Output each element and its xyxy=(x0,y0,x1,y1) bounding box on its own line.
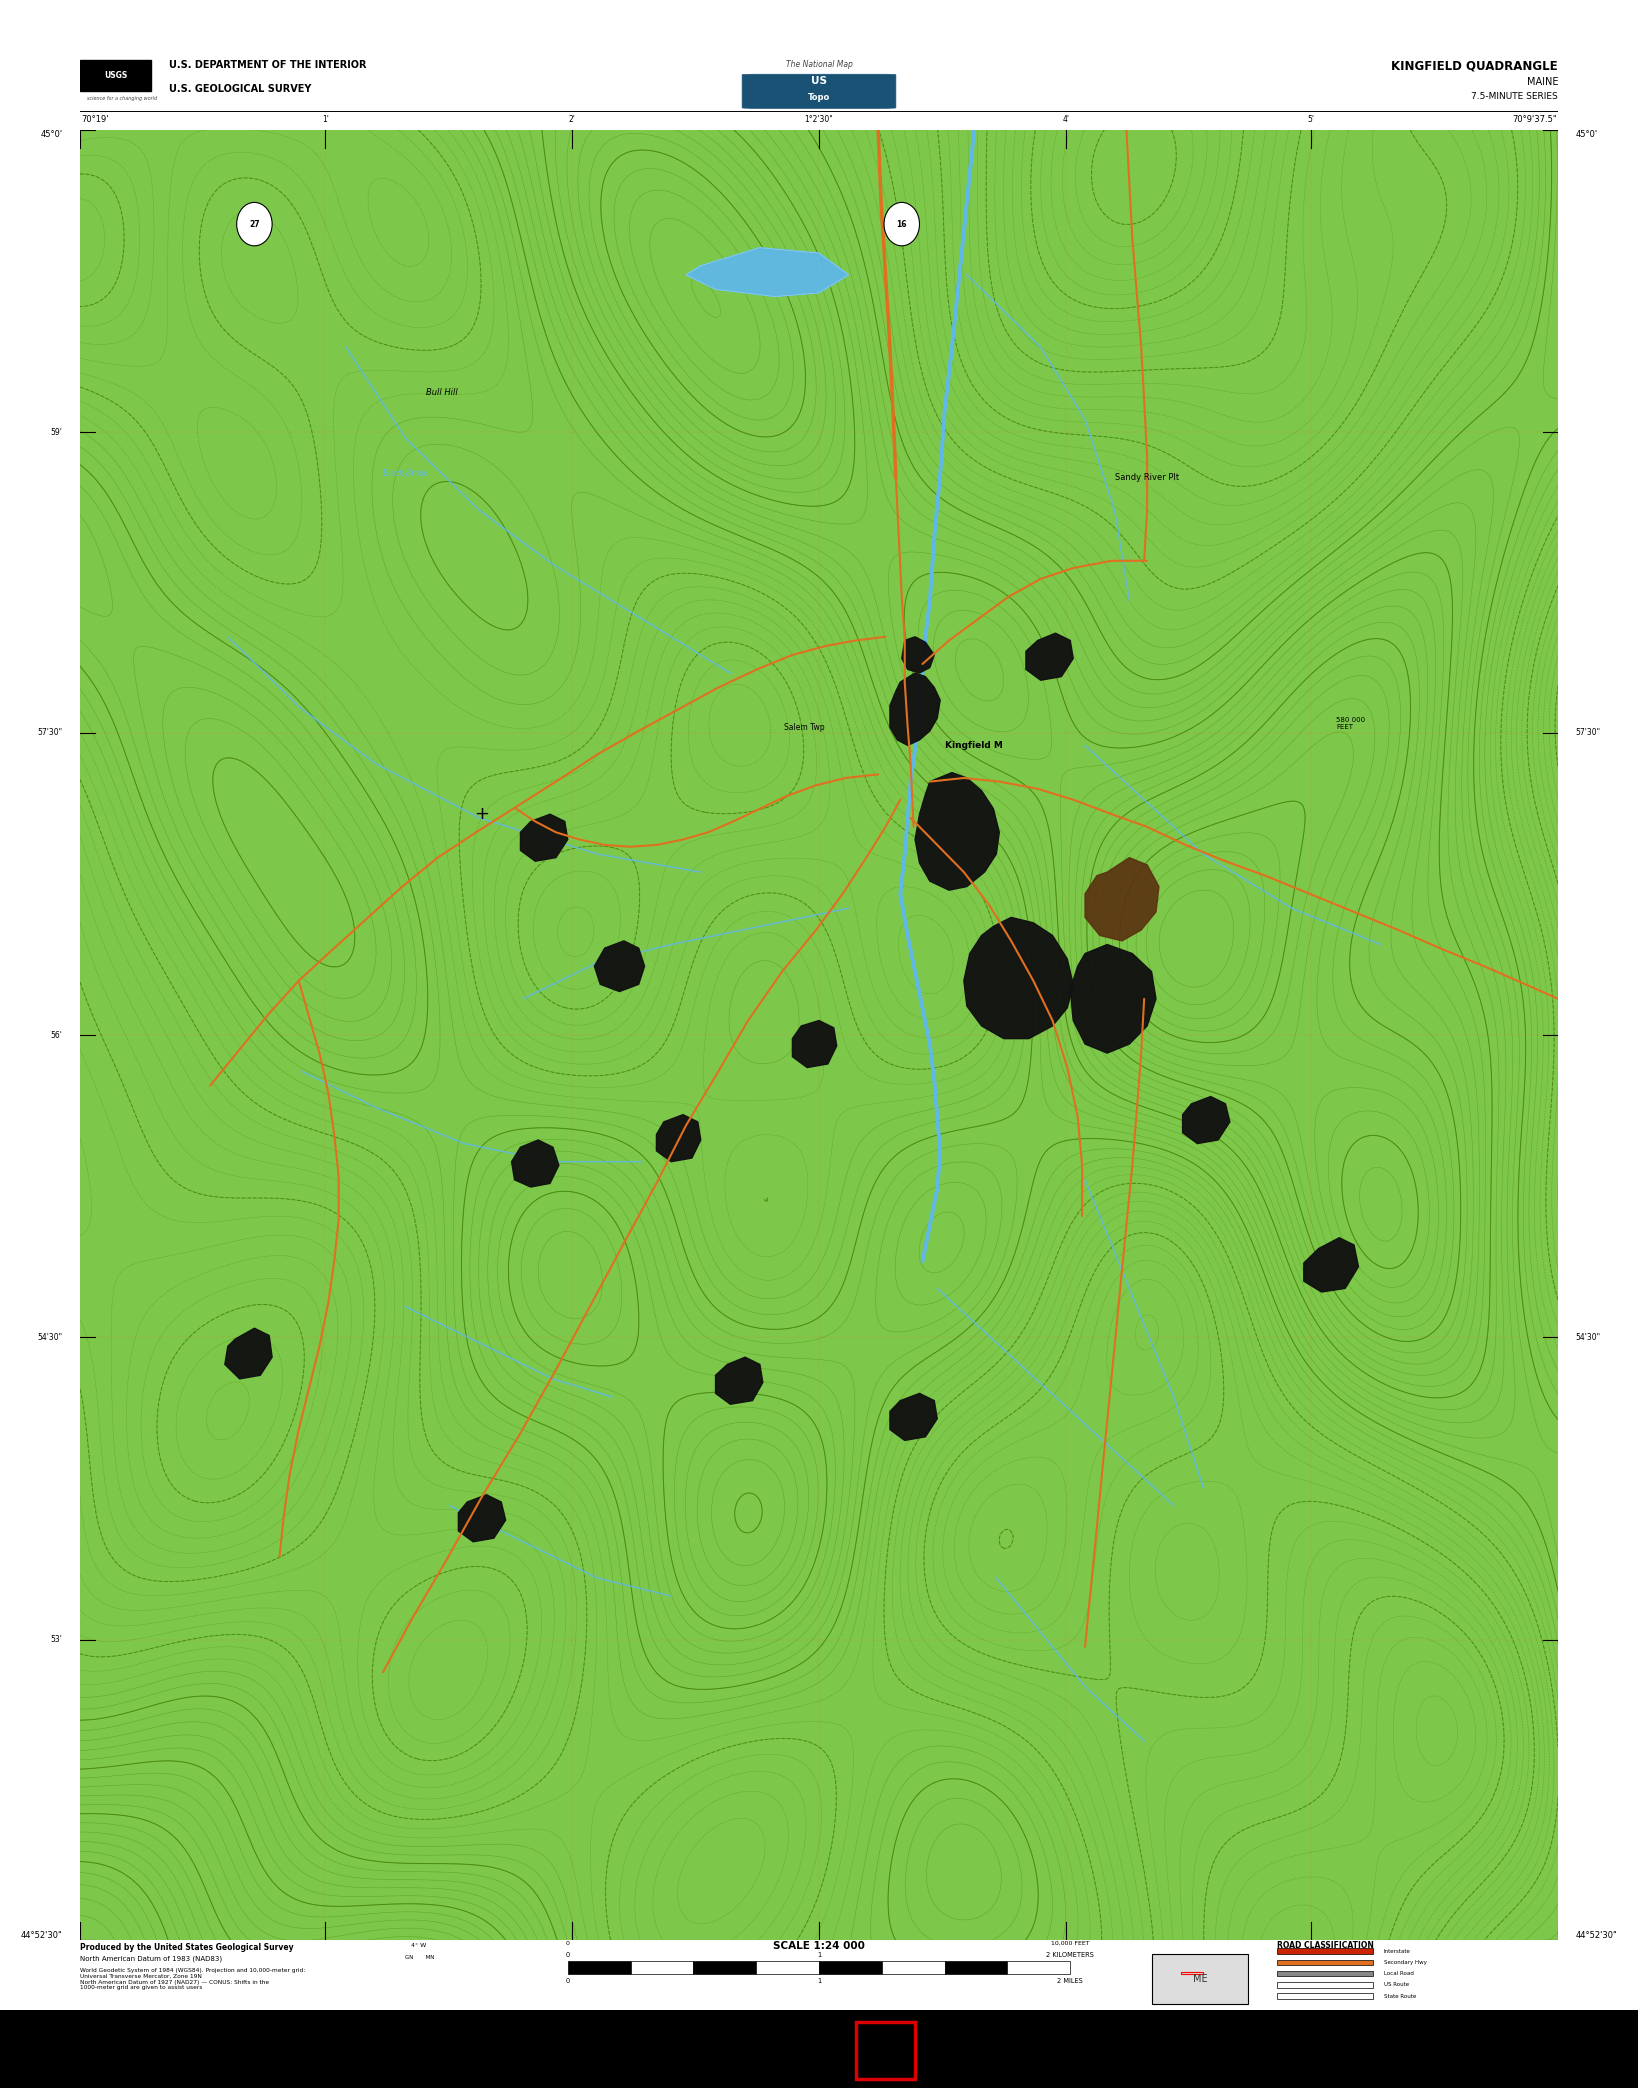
Polygon shape xyxy=(889,672,940,745)
Bar xyxy=(857,2023,916,2080)
Text: U.S. GEOLOGICAL SURVEY: U.S. GEOLOGICAL SURVEY xyxy=(169,84,311,94)
Text: 1: 1 xyxy=(817,1977,821,1984)
Text: 59': 59' xyxy=(51,428,62,436)
Text: The National Map: The National Map xyxy=(786,61,852,69)
Text: US: US xyxy=(811,77,827,86)
Polygon shape xyxy=(511,1140,559,1188)
Bar xyxy=(945,1961,1007,1973)
Polygon shape xyxy=(459,1495,506,1541)
Text: Black Brook: Black Brook xyxy=(383,470,428,478)
Text: Bull Hill: Bull Hill xyxy=(426,388,459,397)
Text: ME: ME xyxy=(1192,1973,1207,1984)
Circle shape xyxy=(236,203,272,246)
Text: 57'30": 57'30" xyxy=(1576,729,1600,737)
Polygon shape xyxy=(595,942,645,992)
Polygon shape xyxy=(889,1393,937,1441)
Text: 54'30": 54'30" xyxy=(1576,1332,1600,1343)
Text: 4° W: 4° W xyxy=(405,1942,426,1948)
Text: 2 MILES: 2 MILES xyxy=(1058,1977,1083,1984)
Text: 0: 0 xyxy=(565,1940,570,1946)
Text: State Route: State Route xyxy=(1384,1994,1415,1998)
Bar xyxy=(631,1961,693,1973)
Bar xyxy=(1278,1994,1373,1998)
Bar xyxy=(568,1961,631,1973)
Circle shape xyxy=(885,203,919,246)
Polygon shape xyxy=(903,637,934,672)
Text: U.S. DEPARTMENT OF THE INTERIOR: U.S. DEPARTMENT OF THE INTERIOR xyxy=(169,61,367,69)
Text: 2 KILOMETERS: 2 KILOMETERS xyxy=(1047,1952,1094,1959)
Text: 44°52'30": 44°52'30" xyxy=(21,1931,62,1940)
Text: +: + xyxy=(475,806,490,823)
Text: 45°0': 45°0' xyxy=(1576,129,1597,140)
Text: 45°0': 45°0' xyxy=(41,129,62,140)
Text: 16: 16 xyxy=(896,219,907,228)
Text: KINGFIELD QUADRANGLE: KINGFIELD QUADRANGLE xyxy=(1391,58,1558,73)
Text: GN       MN: GN MN xyxy=(405,1954,434,1961)
Text: 57'30": 57'30" xyxy=(38,729,62,737)
Text: Secondary Hwy: Secondary Hwy xyxy=(1384,1961,1427,1965)
Text: 0: 0 xyxy=(565,1952,570,1959)
FancyBboxPatch shape xyxy=(1152,1954,1248,2004)
Text: 44°52'30": 44°52'30" xyxy=(1576,1931,1617,1940)
Text: 1°2'30": 1°2'30" xyxy=(804,115,834,123)
Text: Salem Twp: Salem Twp xyxy=(785,722,824,731)
Text: 2': 2' xyxy=(568,115,575,123)
Polygon shape xyxy=(521,814,568,860)
Text: ROAD CLASSIFICATION: ROAD CLASSIFICATION xyxy=(1278,1942,1374,1950)
Text: 56': 56' xyxy=(51,1031,62,1040)
Text: USGS: USGS xyxy=(103,71,128,81)
Text: Sandy River Plt: Sandy River Plt xyxy=(1114,474,1179,482)
Polygon shape xyxy=(1025,633,1073,681)
Text: 7.5-MINUTE SERIES: 7.5-MINUTE SERIES xyxy=(1471,92,1558,102)
Text: Topo: Topo xyxy=(808,94,830,102)
Polygon shape xyxy=(716,1357,763,1405)
Text: 27: 27 xyxy=(249,219,260,228)
Text: World Geodetic System of 1984 (WGS84). Projection and 10,000-meter grid:
Univers: World Geodetic System of 1984 (WGS84). P… xyxy=(80,1969,305,1990)
Text: Kingfield M: Kingfield M xyxy=(945,741,1002,750)
Bar xyxy=(1278,1961,1373,1965)
Text: Produced by the United States Geological Survey: Produced by the United States Geological… xyxy=(80,1942,293,1952)
Text: 53': 53' xyxy=(51,1635,62,1643)
Polygon shape xyxy=(916,773,999,889)
Polygon shape xyxy=(793,1021,837,1067)
Text: Local Road: Local Road xyxy=(1384,1971,1414,1975)
Polygon shape xyxy=(1084,858,1160,942)
Polygon shape xyxy=(1304,1238,1358,1292)
Text: 1: 1 xyxy=(817,1952,821,1959)
Text: US Route: US Route xyxy=(1384,1982,1409,1988)
Text: 1': 1' xyxy=(323,115,329,123)
Text: 5': 5' xyxy=(1307,115,1315,123)
Bar xyxy=(819,1961,881,1973)
Bar xyxy=(80,61,151,90)
Bar xyxy=(1007,1961,1070,1973)
Text: 4': 4' xyxy=(1063,115,1070,123)
Polygon shape xyxy=(224,1328,272,1378)
Bar xyxy=(881,1961,945,1973)
Text: MAINE: MAINE xyxy=(1527,77,1558,88)
Bar xyxy=(1278,1971,1373,1977)
Bar xyxy=(757,1961,819,1973)
Text: 70°19': 70°19' xyxy=(82,115,110,123)
Text: SCALE 1:24 000: SCALE 1:24 000 xyxy=(773,1942,865,1952)
Bar xyxy=(693,1961,757,1973)
Text: North American Datum of 1983 (NAD83): North American Datum of 1983 (NAD83) xyxy=(80,1954,223,1963)
Text: 10,000 FEET: 10,000 FEET xyxy=(1052,1940,1089,1946)
Text: 54'30": 54'30" xyxy=(38,1332,62,1343)
Polygon shape xyxy=(686,248,848,296)
Text: science for a changing world: science for a changing world xyxy=(87,96,157,100)
Bar xyxy=(1278,1948,1373,1954)
Text: 70°9'37.5": 70°9'37.5" xyxy=(1512,115,1556,123)
Polygon shape xyxy=(963,917,1073,1038)
FancyBboxPatch shape xyxy=(742,75,896,109)
Text: 0: 0 xyxy=(565,1977,570,1984)
Polygon shape xyxy=(657,1115,701,1161)
Text: 580 000
FEET: 580 000 FEET xyxy=(1337,716,1366,731)
Text: Interstate: Interstate xyxy=(1384,1948,1410,1954)
Bar xyxy=(1278,1982,1373,1988)
Polygon shape xyxy=(1183,1096,1230,1144)
Polygon shape xyxy=(1070,944,1156,1052)
